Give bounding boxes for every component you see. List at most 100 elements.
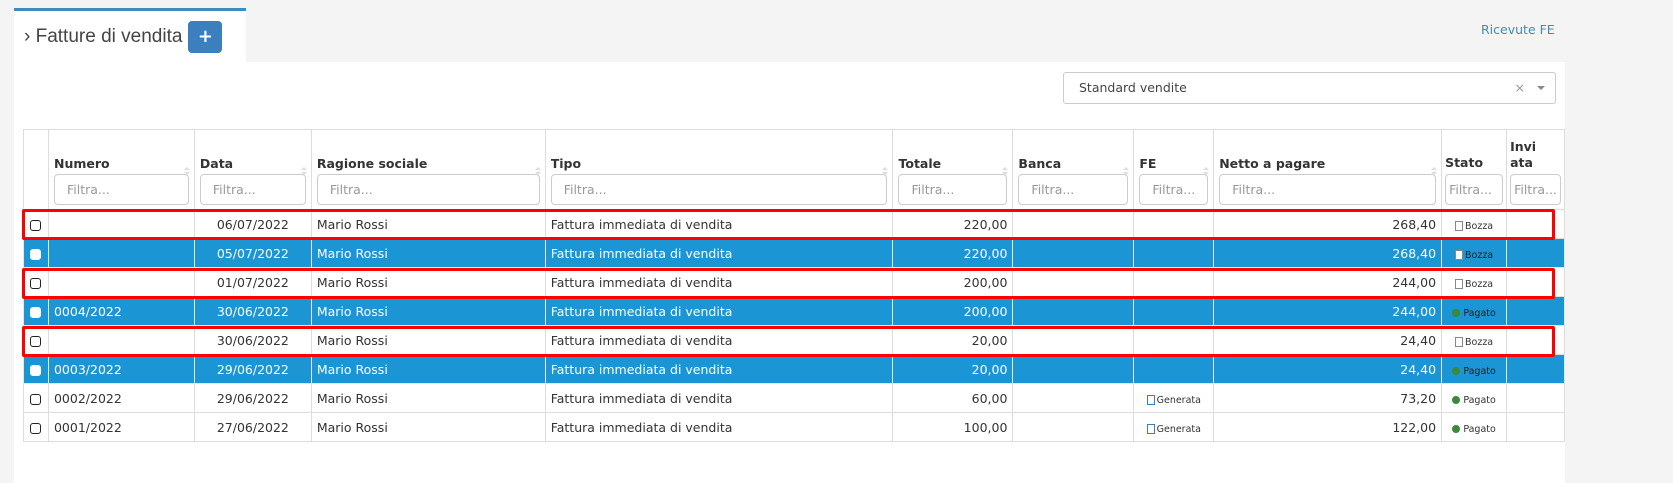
column-filter-input[interactable]: Filtra...: [898, 174, 1008, 205]
cell-numero: [47, 238, 195, 268]
checkbox[interactable]: [30, 422, 42, 434]
cell-fe: [1133, 267, 1215, 297]
column-filter-input[interactable]: Filtra...: [316, 174, 540, 205]
table-row[interactable]: 05/07/2022 Mario Rossi Fattura immediata d…: [23, 238, 1565, 268]
checkbox[interactable]: [30, 335, 42, 347]
checkbox-checked[interactable]: [30, 364, 42, 376]
column-header[interactable]: Stato Filtra...: [1441, 129, 1508, 210]
document-icon: [1455, 337, 1463, 347]
checkbox-checked[interactable]: [30, 306, 42, 318]
row-checkbox-cell[interactable]: [23, 354, 49, 384]
table-row[interactable]: 01/07/2022 Mario Rossi Fattura immediata d…: [23, 267, 1565, 297]
column-header[interactable]: Tipo Filtra...: [544, 129, 894, 210]
cell-inviata: [1506, 412, 1565, 442]
column-header[interactable]: Data Filtra...: [193, 129, 312, 210]
column-header[interactable]: FE Filtra...: [1133, 129, 1215, 210]
ricevute-fe-link[interactable]: Ricevute FE: [1481, 22, 1555, 37]
cell-stato: Bozza: [1441, 209, 1508, 239]
table-row[interactable]: 06/07/2022 Mario Rossi Fattura immediata d…: [23, 209, 1565, 239]
sort-icon[interactable]: [1203, 164, 1210, 175]
cell-numero: 0003/2022: [47, 354, 195, 384]
check-circle-icon: [1452, 367, 1461, 375]
sort-icon[interactable]: [882, 164, 889, 175]
status-text: Pagato: [1463, 394, 1496, 406]
row-checkbox-cell[interactable]: [23, 383, 49, 413]
sort-icon[interactable]: [534, 164, 541, 175]
select-all-header: [23, 129, 49, 210]
cell-data: 29/06/2022: [193, 354, 312, 384]
checkbox[interactable]: [30, 277, 42, 289]
cell-stato: Pagato: [1441, 383, 1508, 413]
cell-banca: [1012, 325, 1135, 355]
row-checkbox-cell[interactable]: [23, 238, 49, 268]
cell-fe: [1133, 209, 1215, 239]
table-row[interactable]: 0004/2022 30/06/2022 Mario Rossi Fattura im…: [23, 296, 1565, 326]
document-icon: [1455, 250, 1463, 260]
sort-icon[interactable]: [300, 164, 307, 175]
sort-icon[interactable]: [1431, 164, 1438, 175]
column-header[interactable]: Netto a pagare Filtra...: [1213, 129, 1443, 210]
column-header[interactable]: Numero Filtra...: [47, 129, 195, 210]
column-header[interactable]: Banca Filtra...: [1012, 129, 1135, 210]
status-text: Bozza: [1465, 336, 1494, 348]
row-checkbox-cell[interactable]: [23, 325, 49, 355]
column-filter-input[interactable]: Filtra...: [550, 174, 888, 205]
checkbox[interactable]: [30, 219, 42, 231]
column-filter-input[interactable]: Filtra...: [1445, 174, 1504, 205]
cell-data: 01/07/2022: [193, 267, 312, 297]
sort-icon[interactable]: [1123, 164, 1130, 175]
document-icon: [1455, 221, 1463, 231]
cell-fe: [1133, 325, 1215, 355]
cell-ragione: Mario Rossi: [310, 325, 546, 355]
cell-tipo: Fattura immediata di vendita: [544, 296, 894, 326]
checkbox-checked[interactable]: [30, 248, 42, 260]
cell-stato: Bozza: [1441, 238, 1508, 268]
chevron-right-icon: ›: [24, 25, 31, 47]
checkbox[interactable]: [30, 393, 42, 405]
cell-netto: 244,00: [1213, 296, 1443, 326]
column-label: Stato: [1445, 154, 1484, 170]
column-header[interactable]: Ragione sociale Filtra...: [310, 129, 546, 210]
document-icon: [1455, 279, 1463, 289]
cell-data: 30/06/2022: [193, 296, 312, 326]
column-filter-input[interactable]: Filtra...: [53, 174, 189, 205]
add-invoice-button[interactable]: +: [188, 20, 223, 53]
cell-totale: 20,00: [892, 325, 1014, 355]
segment-select[interactable]: Standard vendite ×: [1063, 72, 1556, 104]
cell-tipo: Fattura immediata di vendita: [544, 383, 894, 413]
main-panel: › Fatture di vendita + Ricevute FE Stand…: [14, 8, 1565, 483]
column-filter-input[interactable]: Filtra...: [1219, 174, 1437, 205]
sort-icon[interactable]: [1002, 164, 1009, 175]
scrollbar[interactable]: [1565, 0, 1573, 483]
cell-numero: [47, 209, 195, 239]
cell-tipo: Fattura immediata di vendita: [544, 325, 894, 355]
sort-icon[interactable]: [183, 164, 190, 175]
row-checkbox-cell[interactable]: [23, 296, 49, 326]
column-label: Totale: [898, 156, 942, 171]
table-row[interactable]: 0001/2022 27/06/2022 Mario Rossi Fattura im…: [23, 412, 1565, 442]
table-row[interactable]: 0002/2022 29/06/2022 Mario Rossi Fattura im…: [23, 383, 1565, 413]
cell-netto: 244,00: [1213, 267, 1443, 297]
status-text: Pagato: [1463, 423, 1496, 435]
column-label: Banca: [1018, 156, 1062, 171]
column-header[interactable]: Invi ata Filtra...: [1506, 129, 1565, 210]
column-filter-input[interactable]: Filtra...: [199, 174, 306, 205]
cell-netto: 268,40: [1213, 209, 1443, 239]
row-checkbox-cell[interactable]: [23, 209, 49, 239]
row-checkbox-cell[interactable]: [23, 267, 49, 297]
table-row[interactable]: 0003/2022 29/06/2022 Mario Rossi Fattura im…: [23, 354, 1565, 384]
check-circle-icon: [1452, 396, 1461, 404]
cell-totale: 220,00: [892, 238, 1014, 268]
column-header[interactable]: Totale Filtra...: [892, 129, 1014, 210]
clear-icon[interactable]: ×: [1514, 80, 1525, 95]
fe-status: Generata: [1156, 394, 1201, 406]
column-filter-input[interactable]: Filtra...: [1510, 174, 1561, 205]
cell-numero: [47, 325, 195, 355]
table-row[interactable]: 30/06/2022 Mario Rossi Fattura immediata d…: [23, 325, 1565, 355]
row-checkbox-cell[interactable]: [23, 412, 49, 442]
column-filter-input[interactable]: Filtra...: [1018, 174, 1129, 205]
cell-netto: 73,20: [1213, 383, 1443, 413]
column-filter-input[interactable]: Filtra...: [1139, 174, 1209, 205]
tab-fatture-di-vendita[interactable]: › Fatture di vendita +: [14, 8, 246, 62]
cell-ragione: Mario Rossi: [310, 209, 546, 239]
